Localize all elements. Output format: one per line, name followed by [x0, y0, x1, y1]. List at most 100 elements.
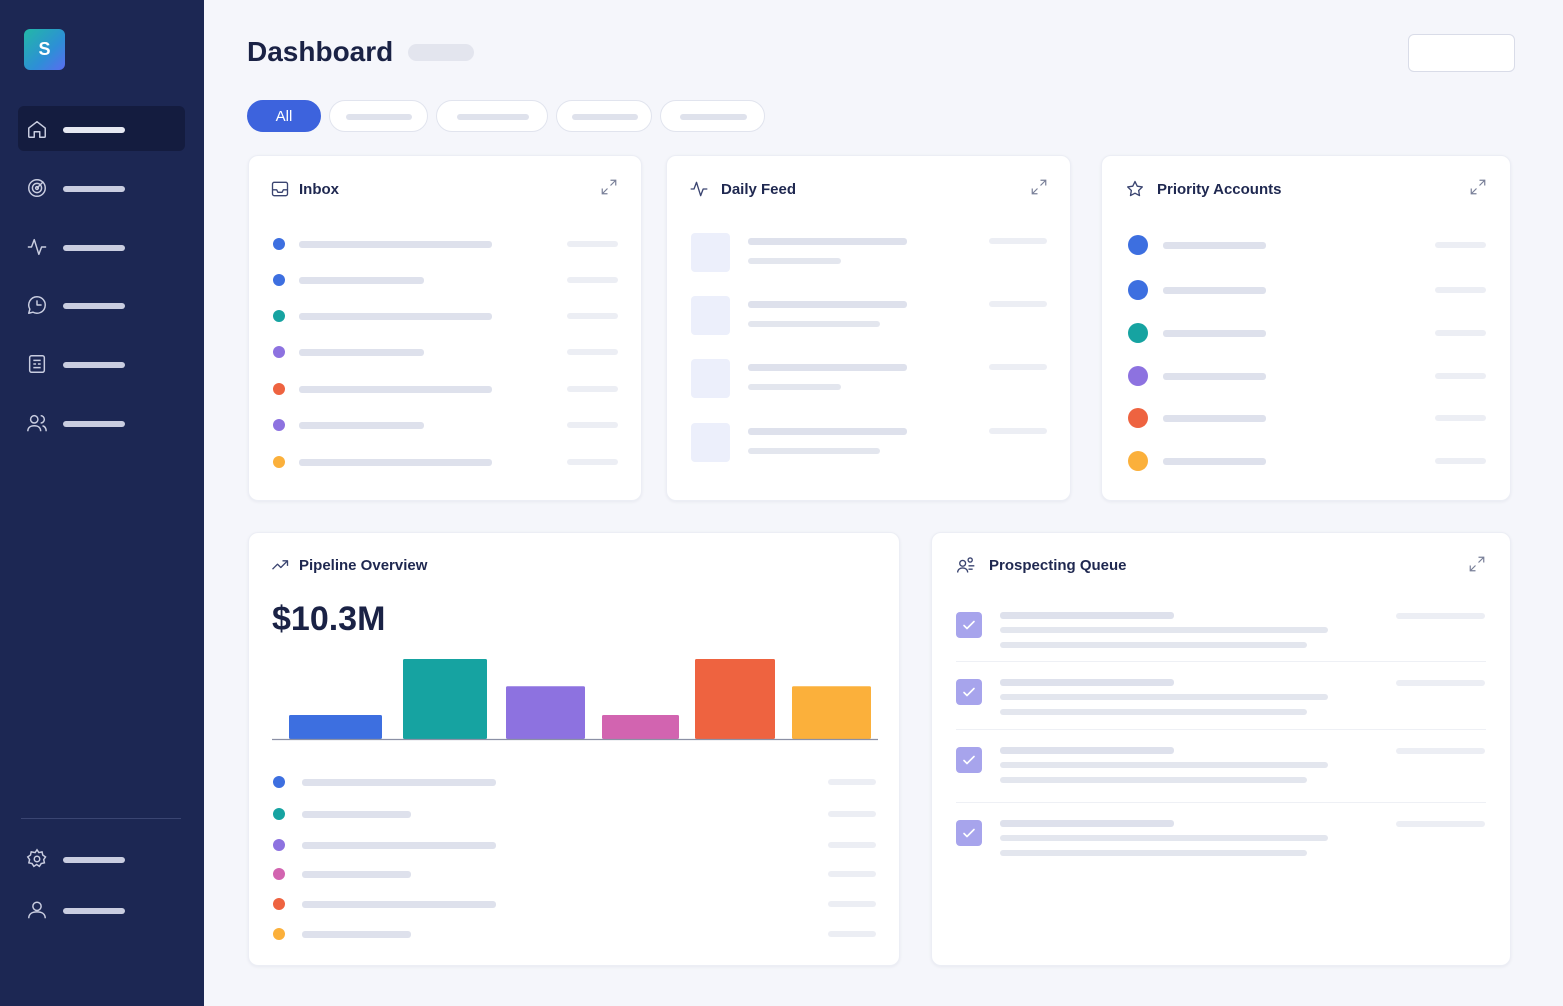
chart-bar[interactable] [403, 659, 487, 739]
chart-bar[interactable] [602, 715, 679, 739]
feed-meta [989, 364, 1047, 370]
feed-headline [748, 428, 907, 435]
check-icon [963, 828, 975, 838]
nav-item-contacts[interactable] [18, 400, 185, 445]
priority-accounts-title: Priority Accounts [1157, 181, 1282, 198]
header-action-button[interactable] [1408, 34, 1515, 72]
priority-accounts-card [1101, 155, 1511, 501]
item-meta [567, 422, 618, 428]
expand-icon[interactable] [1030, 178, 1048, 196]
item-text [299, 422, 424, 429]
status-dot [273, 346, 285, 358]
chart-bar[interactable] [695, 659, 775, 739]
item-text [299, 459, 492, 466]
filter-chip[interactable] [329, 100, 428, 132]
feed-headline [748, 238, 907, 245]
nav-item-settings[interactable] [18, 836, 185, 881]
queue-subdetail [1000, 642, 1307, 648]
status-dot [273, 310, 285, 322]
chart-bar[interactable] [289, 715, 382, 739]
nav-item-reports[interactable] [18, 341, 185, 386]
nav-label [63, 857, 125, 863]
inbox-card [248, 155, 642, 501]
account-meta [1435, 373, 1486, 379]
nav-label [63, 303, 125, 309]
item-meta [567, 349, 618, 355]
feed-thumbnail [691, 423, 730, 462]
feed-meta [989, 428, 1047, 434]
filter-all[interactable]: All [247, 100, 321, 132]
account-avatar [1128, 280, 1148, 300]
legend-label [302, 901, 496, 908]
legend-value [828, 842, 876, 848]
target-icon [28, 179, 46, 197]
chart-bar[interactable] [506, 686, 585, 739]
expand-icon[interactable] [1469, 178, 1487, 196]
legend-dot [273, 839, 285, 851]
feed-thumbnail [691, 296, 730, 335]
checkbox[interactable] [956, 747, 982, 773]
queue-detail [1000, 627, 1328, 633]
legend-value [828, 871, 876, 877]
account-name [1163, 373, 1266, 380]
nav-item-home[interactable] [18, 106, 185, 151]
account-name [1163, 287, 1266, 294]
status-dot [273, 238, 285, 250]
legend-dot [273, 808, 285, 820]
page-title: Dashboard [247, 36, 394, 67]
expand-icon[interactable] [600, 178, 618, 196]
nav-item-goals[interactable] [18, 165, 185, 210]
feed-subtext [748, 384, 841, 390]
feed-meta [989, 301, 1047, 307]
star-icon [1127, 180, 1143, 197]
queue-detail [1000, 835, 1328, 841]
filter-chip[interactable] [556, 100, 652, 132]
nav-label [63, 908, 125, 914]
account-name [1163, 415, 1266, 422]
filter-label [572, 114, 638, 120]
check-icon [963, 687, 975, 697]
filter-chip[interactable] [660, 100, 765, 132]
legend-value [828, 901, 876, 907]
status-dot [273, 274, 285, 286]
nav-label [63, 421, 125, 427]
account-meta [1435, 287, 1486, 293]
inbox-icon [271, 181, 289, 197]
nav-item-profile[interactable] [18, 887, 185, 932]
queue-subdetail [1000, 709, 1307, 715]
item-meta [567, 313, 618, 319]
legend-label [302, 931, 411, 938]
nav-item-conversations[interactable] [18, 282, 185, 327]
legend-dot [273, 776, 285, 788]
gear-icon [26, 848, 47, 868]
filter-chip[interactable] [436, 100, 548, 132]
queue-title [1000, 747, 1174, 754]
filter-label [680, 114, 747, 120]
title-badge [408, 44, 474, 61]
account-meta [1435, 242, 1486, 248]
queue-meta [1396, 680, 1485, 686]
account-avatar [1128, 323, 1148, 343]
queue-title [1000, 612, 1174, 619]
queue-title [1000, 820, 1174, 827]
feed-subtext [748, 321, 880, 327]
expand-icon[interactable] [1468, 555, 1486, 573]
item-text [299, 386, 492, 393]
checkbox[interactable] [956, 820, 982, 846]
checkbox[interactable] [956, 679, 982, 705]
filter-label [346, 114, 412, 120]
nav-label [63, 362, 125, 368]
item-text [299, 349, 424, 356]
check-icon [963, 620, 975, 630]
item-text [299, 277, 424, 284]
feed-thumbnail [691, 359, 730, 398]
checkbox[interactable] [956, 612, 982, 638]
chart-bar[interactable] [792, 686, 871, 739]
app-logo[interactable]: S [24, 29, 65, 70]
feed-thumbnail [691, 233, 730, 272]
status-dot [273, 383, 285, 395]
nav-item-activity[interactable] [18, 224, 185, 269]
row-divider [956, 661, 1486, 662]
status-dot [273, 419, 285, 431]
feed-headline [748, 364, 907, 371]
